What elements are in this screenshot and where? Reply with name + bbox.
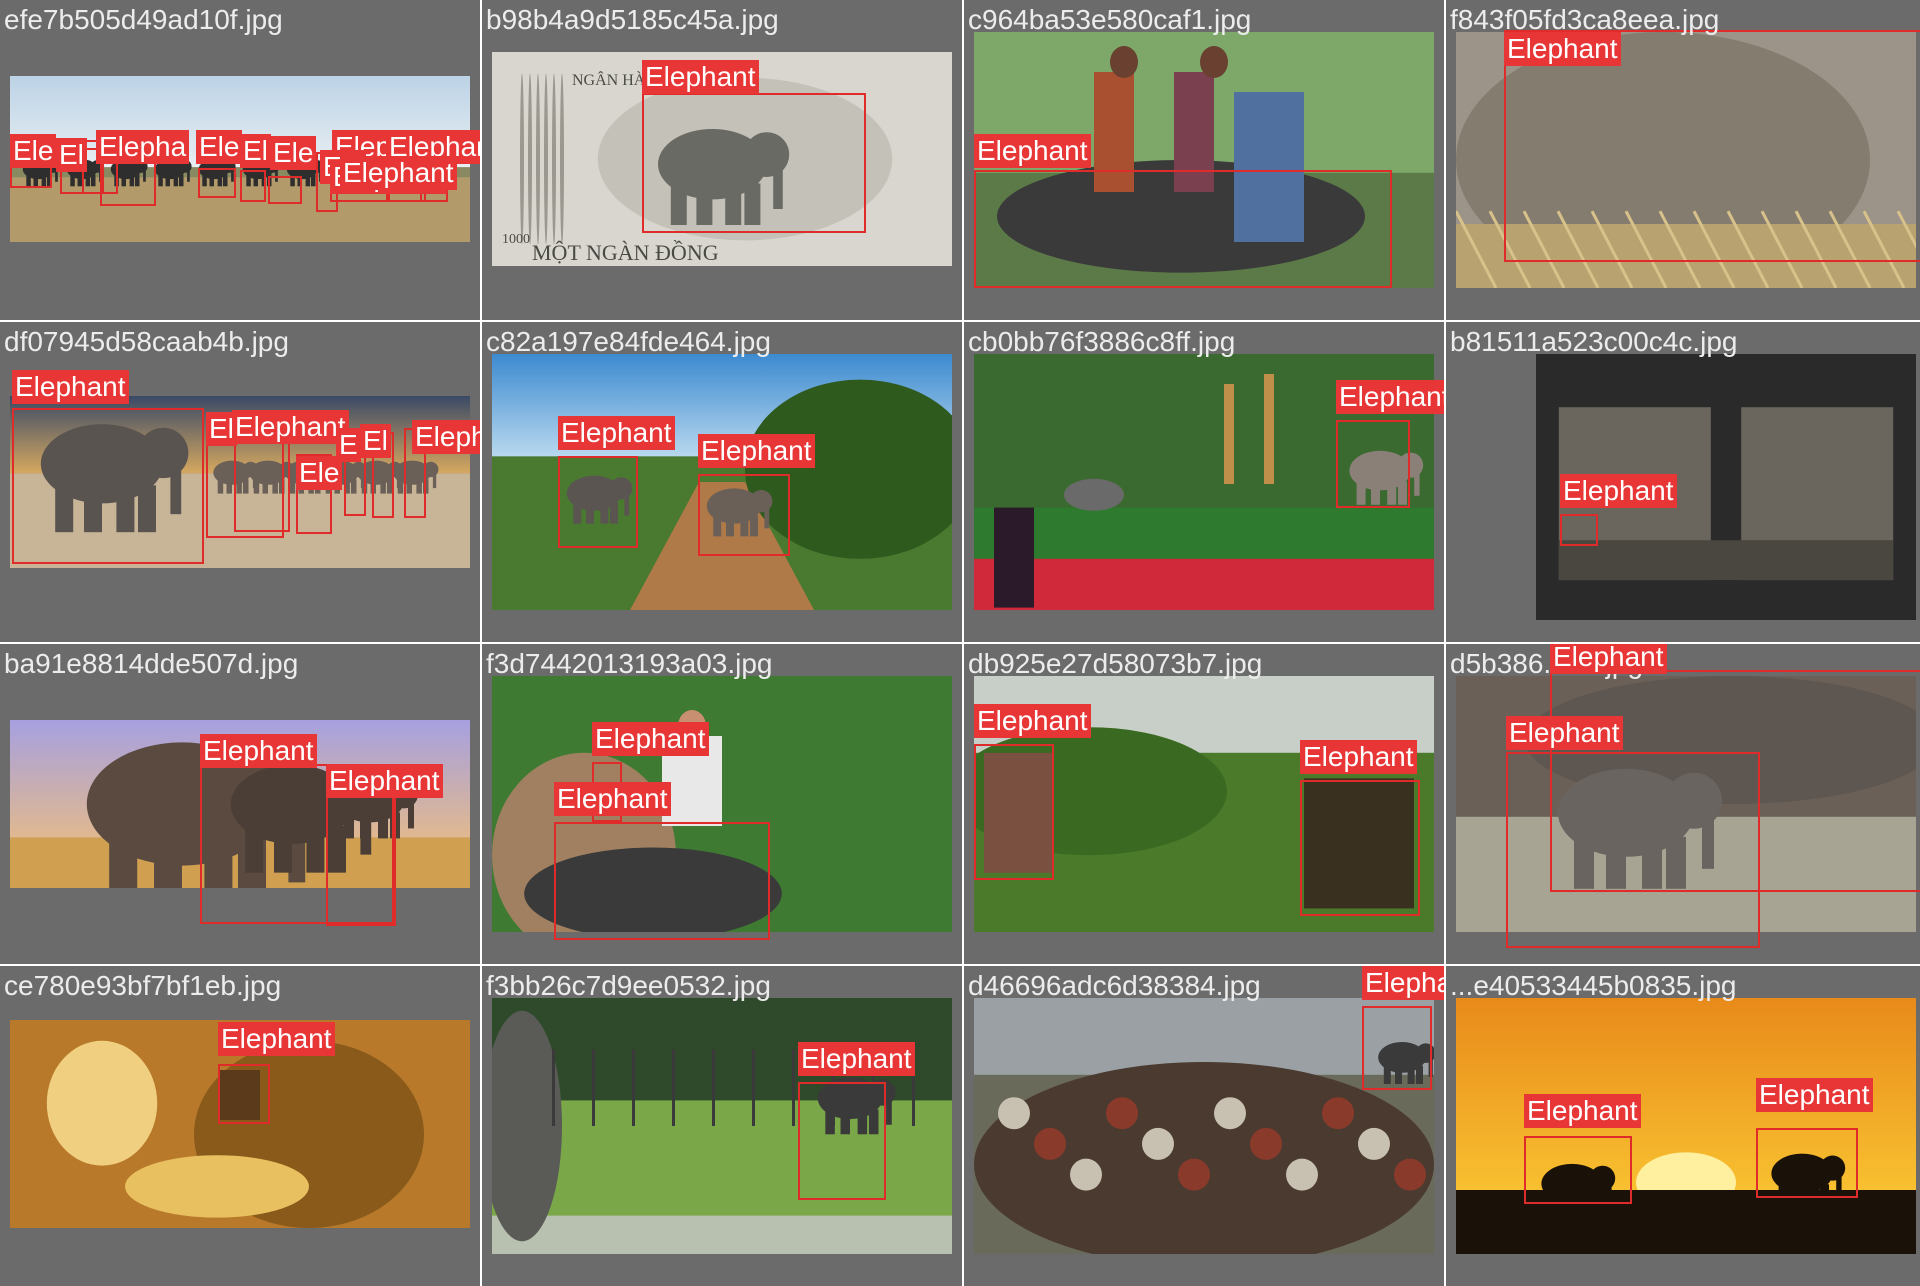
filename-label: db925e27d58073b7.jpg [968, 648, 1263, 679]
filename-label: efe7b505d49ad10f.jpg [4, 4, 283, 35]
filename-label: f843f05fd3ca8eea.jpg [1450, 4, 1720, 35]
detection-box [1524, 1136, 1632, 1204]
detection-box [12, 408, 204, 564]
image-tile[interactable]: ce780e93bf7bf1eb.jpg Elephant [0, 966, 480, 1286]
class-label: Elephant [12, 370, 129, 404]
thumbnail-image [974, 32, 1434, 288]
detection-box [798, 1082, 886, 1200]
thumbnail-image [492, 354, 952, 610]
class-label: E [336, 428, 361, 462]
thumbnail-image [974, 998, 1434, 1254]
image-tile[interactable]: b98b4a9d5185c45a.jpg Elephant NGÂN HÀNG MỘT… [482, 0, 962, 320]
detection-box [974, 170, 1392, 288]
image-tile[interactable]: c82a197e84fde464.jpg Elephant Elephant [482, 322, 962, 642]
class-label: Elephant [698, 434, 815, 468]
detection-box [558, 456, 638, 548]
detection-box [268, 176, 302, 204]
class-label: Elephant [1506, 716, 1623, 750]
image-tile[interactable]: f3d7442013193a03.jpg Elephant Elephant [482, 644, 962, 964]
thumbnail-image [1536, 354, 1916, 620]
detection-box [326, 792, 396, 926]
class-label: Elephant [974, 134, 1091, 168]
class-label: Elephant [558, 416, 675, 450]
class-label: Elephant [1300, 740, 1417, 774]
class-label: Elephant [1560, 474, 1677, 508]
detection-box [1756, 1128, 1858, 1198]
class-label: Ele [10, 134, 57, 168]
filename-label: ce780e93bf7bf1eb.jpg [4, 970, 282, 1001]
detection-box [1506, 752, 1760, 948]
detection-box [1560, 514, 1598, 546]
filename-label: f3d7442013193a03.jpg [486, 648, 773, 679]
class-label: Elephant [1550, 644, 1667, 674]
filename-label: b81511a523c00c4c.jpg [1450, 326, 1738, 357]
class-label: Elephant [798, 1042, 915, 1076]
class-label: Elephant [218, 1022, 335, 1056]
filename-label: cb0bb76f3886c8ff.jpg [968, 326, 1236, 357]
class-label: Elephant [642, 60, 759, 94]
image-tile[interactable]: d46696adc6d38384.jpg Elephant [964, 966, 1444, 1286]
class-label: Elephant [592, 722, 709, 756]
filename-label: c964ba53e580caf1.jpg [968, 4, 1252, 35]
detection-box [218, 1064, 270, 1124]
detection-box [296, 454, 332, 534]
class-label: Ele [270, 136, 317, 170]
filename-label: b98b4a9d5185c45a.jpg [486, 4, 779, 35]
banknote-text: 1000 [502, 232, 530, 247]
detection-box [1362, 1006, 1432, 1090]
class-label: El [206, 412, 237, 446]
filename-label: d46696adc6d38384.jpg [968, 970, 1261, 1001]
class-label: Elephant [340, 156, 457, 190]
filename-label: ...e40533445b0835.jpg [1450, 970, 1737, 1001]
detection-box [240, 170, 266, 202]
class-label: Elephant [554, 782, 671, 816]
class-label: Elepha [96, 130, 190, 164]
thumbnail-image [492, 998, 952, 1254]
detection-box [1550, 670, 1920, 892]
detection-box [1336, 420, 1410, 508]
class-label: Elephant [1524, 1094, 1641, 1128]
image-tile[interactable]: ba91e8814dde507d.jpg Elephant Elephant [0, 644, 480, 964]
filename-label: df07945d58caab4b.jpg [4, 326, 289, 357]
image-tile[interactable]: df07945d58caab4b.jpg Elephant El Elephant El… [0, 322, 480, 642]
detection-box [554, 822, 770, 940]
image-tile[interactable]: f843f05fd3ca8eea.jpg Elephant [1446, 0, 1920, 320]
class-label: Elephant [1336, 380, 1444, 414]
image-tile[interactable]: f3bb26c7d9ee0532.jpg Elephant [482, 966, 962, 1286]
thumbnail-image [1456, 32, 1916, 288]
image-tile[interactable]: ...e40533445b0835.jpg Elephant Elephant [1446, 966, 1920, 1286]
image-tile[interactable]: db925e27d58073b7.jpg Elephant Elephant [964, 644, 1444, 964]
class-label: Elephant [1504, 32, 1621, 66]
class-label: Ele [296, 456, 343, 490]
class-label: Elephant [326, 764, 443, 798]
filename-label: ba91e8814dde507d.jpg [4, 648, 299, 679]
detection-box [974, 744, 1054, 880]
class-label: El [56, 138, 87, 172]
detection-box [198, 168, 236, 198]
image-tile[interactable]: d5b386...8d.jpg Elephant Elephant [1446, 644, 1920, 964]
image-tile[interactable]: cb0bb76f3886c8ff.jpg Elephant [964, 322, 1444, 642]
image-tile[interactable]: efe7b505d49ad10f.jpg Ele El Elepha Ele El Ele E… [0, 0, 480, 320]
class-label: Elephant [1756, 1078, 1873, 1112]
banknote-text: MỘT NGÀN ĐỒNG [532, 240, 719, 265]
filename-label: f3bb26c7d9ee0532.jpg [486, 970, 771, 1001]
class-label: Elephant [974, 704, 1091, 738]
detection-box [1504, 30, 1920, 262]
class-label: El [240, 134, 271, 168]
detection-box [698, 474, 790, 556]
image-tile[interactable]: b81511a523c00c4c.jpg Elephant [1446, 322, 1920, 642]
class-label: Ele [196, 130, 243, 164]
detection-box [642, 93, 866, 233]
class-label: El [360, 424, 391, 458]
class-label: Elephant [1362, 966, 1444, 1000]
class-label: Elephant [200, 734, 317, 768]
detection-box [1300, 780, 1420, 916]
class-label: Elephant [412, 420, 480, 454]
class-label: Elephant [232, 410, 349, 444]
filename-label: c82a197e84fde464.jpg [486, 326, 771, 357]
image-tile[interactable]: c964ba53e580caf1.jpg Elephant [964, 0, 1444, 320]
